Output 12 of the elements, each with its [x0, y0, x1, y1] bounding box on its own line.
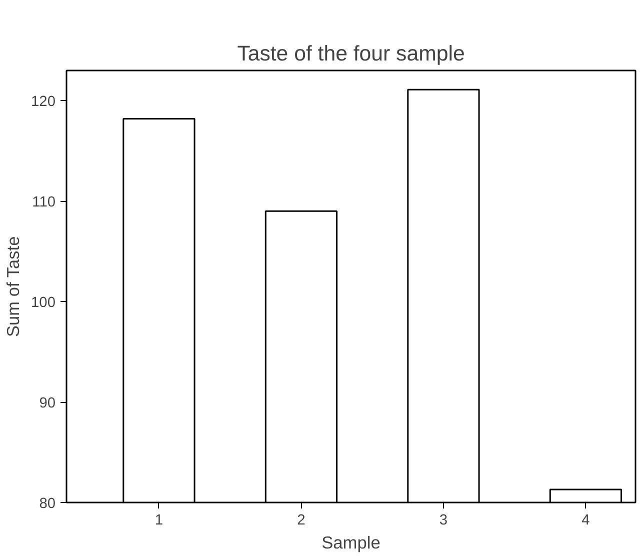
- y-tick-label: 100: [31, 295, 56, 312]
- y-axis-title: Sum of Taste: [3, 236, 24, 338]
- x-tick-label: 3: [439, 512, 448, 528]
- y-tick-label: 110: [32, 194, 56, 211]
- x-axis-title: Sample: [322, 532, 380, 552]
- chart-title: Taste of the four sample: [237, 42, 465, 66]
- y-tick-label: 80: [39, 496, 56, 512]
- x-tick-label: 4: [582, 512, 590, 528]
- x-tick-label: 1: [154, 512, 164, 528]
- y-tick-label: 90: [39, 396, 56, 412]
- y-tick-label: 120: [31, 94, 56, 110]
- x-tick-label: 2: [297, 512, 306, 528]
